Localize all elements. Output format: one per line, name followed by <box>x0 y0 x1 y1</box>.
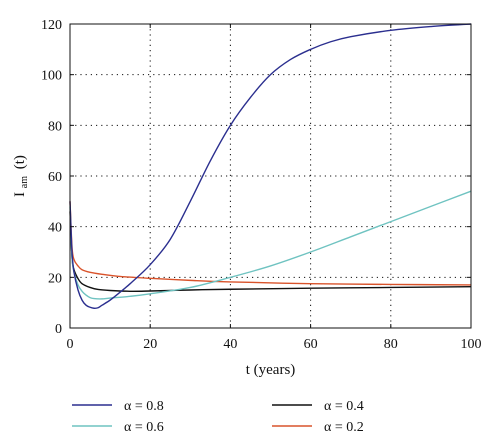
y-tick-label: 120 <box>41 18 62 33</box>
series-line-1 <box>69 190 472 300</box>
series-line-2 <box>69 211 472 292</box>
y-axis-title-suffix: (t) <box>12 155 28 169</box>
legend-label-0: α = 0.8 <box>124 399 164 414</box>
y-axis-title-sub: am <box>19 176 30 188</box>
x-tick-label: 40 <box>223 337 237 352</box>
x-axis-title: t (years) <box>246 362 296 378</box>
y-tick-label: 80 <box>48 119 62 134</box>
y-tick-label: 0 <box>55 322 62 337</box>
x-tick-label: 60 <box>304 337 318 352</box>
legend-label-2: α = 0.4 <box>324 399 364 414</box>
legend: α = 0.8 α = 0.6 α = 0.4 α = 0.2 <box>72 399 364 435</box>
y-axis-title-main: I <box>12 192 28 197</box>
x-tick-label: 80 <box>384 337 398 352</box>
legend-label-1: α = 0.6 <box>124 420 164 435</box>
y-axis-title: I am (t) <box>12 155 31 197</box>
y-tick-label: 100 <box>41 69 62 84</box>
x-tick-label: 20 <box>143 337 157 352</box>
series-lines <box>69 23 472 309</box>
y-tick-label: 60 <box>48 170 62 185</box>
series-line-0 <box>69 23 472 309</box>
x-tick-label: 0 <box>67 337 74 352</box>
axis-ticks: 0 20 40 60 80 100 0 20 40 60 80 100 120 <box>41 18 482 352</box>
x-tick-label: 100 <box>461 337 482 352</box>
y-tick-label: 20 <box>48 271 62 286</box>
grid <box>70 24 471 328</box>
series-line-3 <box>69 201 472 286</box>
y-tick-label: 40 <box>48 221 62 236</box>
legend-label-3: α = 0.2 <box>324 420 364 435</box>
